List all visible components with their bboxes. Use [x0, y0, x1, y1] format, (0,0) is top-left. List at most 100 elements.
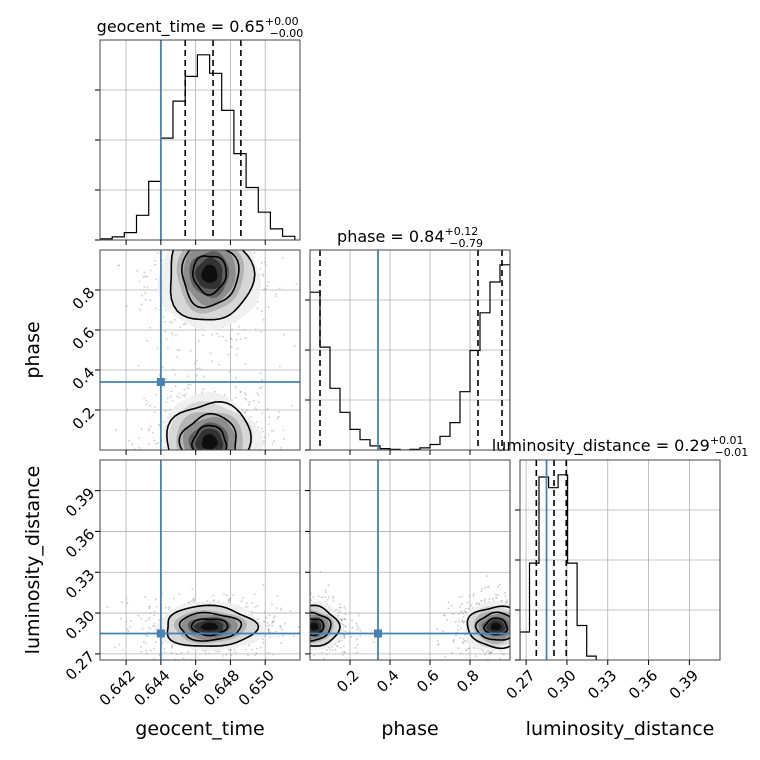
sample-point [243, 245, 245, 247]
sample-point [261, 479, 263, 481]
sample-point [200, 241, 202, 243]
sample-point [197, 200, 199, 202]
sample-point [315, 673, 317, 675]
sample-point [162, 316, 165, 318]
sample-point [319, 570, 322, 573]
sample-point [343, 634, 346, 637]
sample-point [194, 463, 196, 465]
sample-point [144, 595, 147, 598]
sample-point [271, 443, 274, 445]
sample-point [276, 624, 278, 626]
sample-point [305, 605, 307, 607]
sample-point [255, 652, 258, 655]
hist-step-luminosity-distance [520, 474, 597, 660]
sample-point [234, 487, 236, 489]
sample-point [260, 222, 262, 224]
sample-point [213, 661, 215, 663]
sample-point [251, 602, 254, 604]
sample-point [149, 269, 152, 272]
sample-point [514, 612, 516, 614]
sample-point [279, 614, 281, 616]
sample-point [176, 476, 178, 478]
sample-point [280, 616, 282, 618]
sample-point [173, 318, 176, 321]
sample-point [117, 264, 120, 267]
sample-point [169, 529, 171, 531]
sample-point [276, 472, 278, 474]
sample-point [165, 338, 168, 341]
sample-point [308, 245, 310, 247]
sample-point [179, 326, 182, 328]
sample-point [255, 245, 257, 247]
sample-point [344, 608, 347, 610]
sample-point [202, 484, 204, 486]
sample-point [436, 628, 439, 631]
sample-point [302, 648, 304, 650]
sample-point [197, 221, 199, 223]
sample-point [185, 455, 187, 457]
panel-frame [309, 459, 511, 661]
sample-point [212, 468, 214, 470]
sample-point [521, 627, 523, 629]
sample-point [180, 505, 182, 507]
sample-point [162, 468, 164, 470]
sample-point [468, 607, 470, 610]
sample-point [517, 613, 519, 615]
sample-point [263, 436, 266, 438]
sample-point [210, 469, 212, 471]
sample-point [212, 451, 214, 453]
sample-point [205, 240, 207, 242]
sample-point [532, 604, 534, 606]
sample-point [287, 646, 289, 648]
sample-point [280, 607, 282, 610]
sample-point [146, 339, 149, 342]
y-tick-label: 0.2 [69, 404, 99, 434]
sample-point [277, 628, 279, 630]
sample-point [208, 224, 210, 226]
sample-point [153, 614, 155, 617]
sample-point [260, 427, 263, 430]
sample-point [294, 639, 296, 641]
sample-point [532, 645, 534, 647]
sample-point [188, 667, 190, 669]
sample-point [190, 244, 192, 246]
sample-point [292, 630, 294, 632]
sample-point [261, 310, 263, 313]
contour-line [191, 255, 228, 296]
sample-point [191, 237, 193, 239]
sample-point [114, 646, 116, 648]
sample-point [468, 647, 470, 650]
sample-point [513, 628, 515, 630]
sample-point [261, 237, 263, 239]
sample-point [517, 606, 519, 608]
sample-point [266, 625, 269, 627]
sample-point [344, 625, 347, 628]
sample-point [237, 333, 240, 335]
sample-point [192, 598, 194, 601]
sample-point [201, 454, 203, 456]
sample-point [491, 651, 493, 654]
sample-point [277, 639, 279, 641]
sample-point [303, 635, 305, 637]
sample-point [461, 619, 464, 622]
sample-point [450, 605, 453, 607]
sample-point [153, 452, 155, 454]
sample-point [204, 452, 206, 454]
sample-point [295, 597, 297, 599]
sample-point [204, 653, 207, 655]
sample-point [228, 370, 231, 373]
sample-point [461, 596, 463, 598]
sample-point [206, 206, 208, 208]
sample-point [265, 616, 267, 619]
sample-point [511, 631, 513, 633]
sample-point [532, 616, 534, 618]
sample-point [138, 437, 141, 439]
sample-point [245, 648, 247, 651]
sample-point [243, 516, 245, 518]
sample-point [260, 386, 263, 389]
sample-point [226, 454, 228, 456]
sample-point [155, 278, 157, 281]
sample-point [457, 647, 460, 650]
sample-point [204, 242, 206, 244]
sample-point [512, 609, 514, 611]
